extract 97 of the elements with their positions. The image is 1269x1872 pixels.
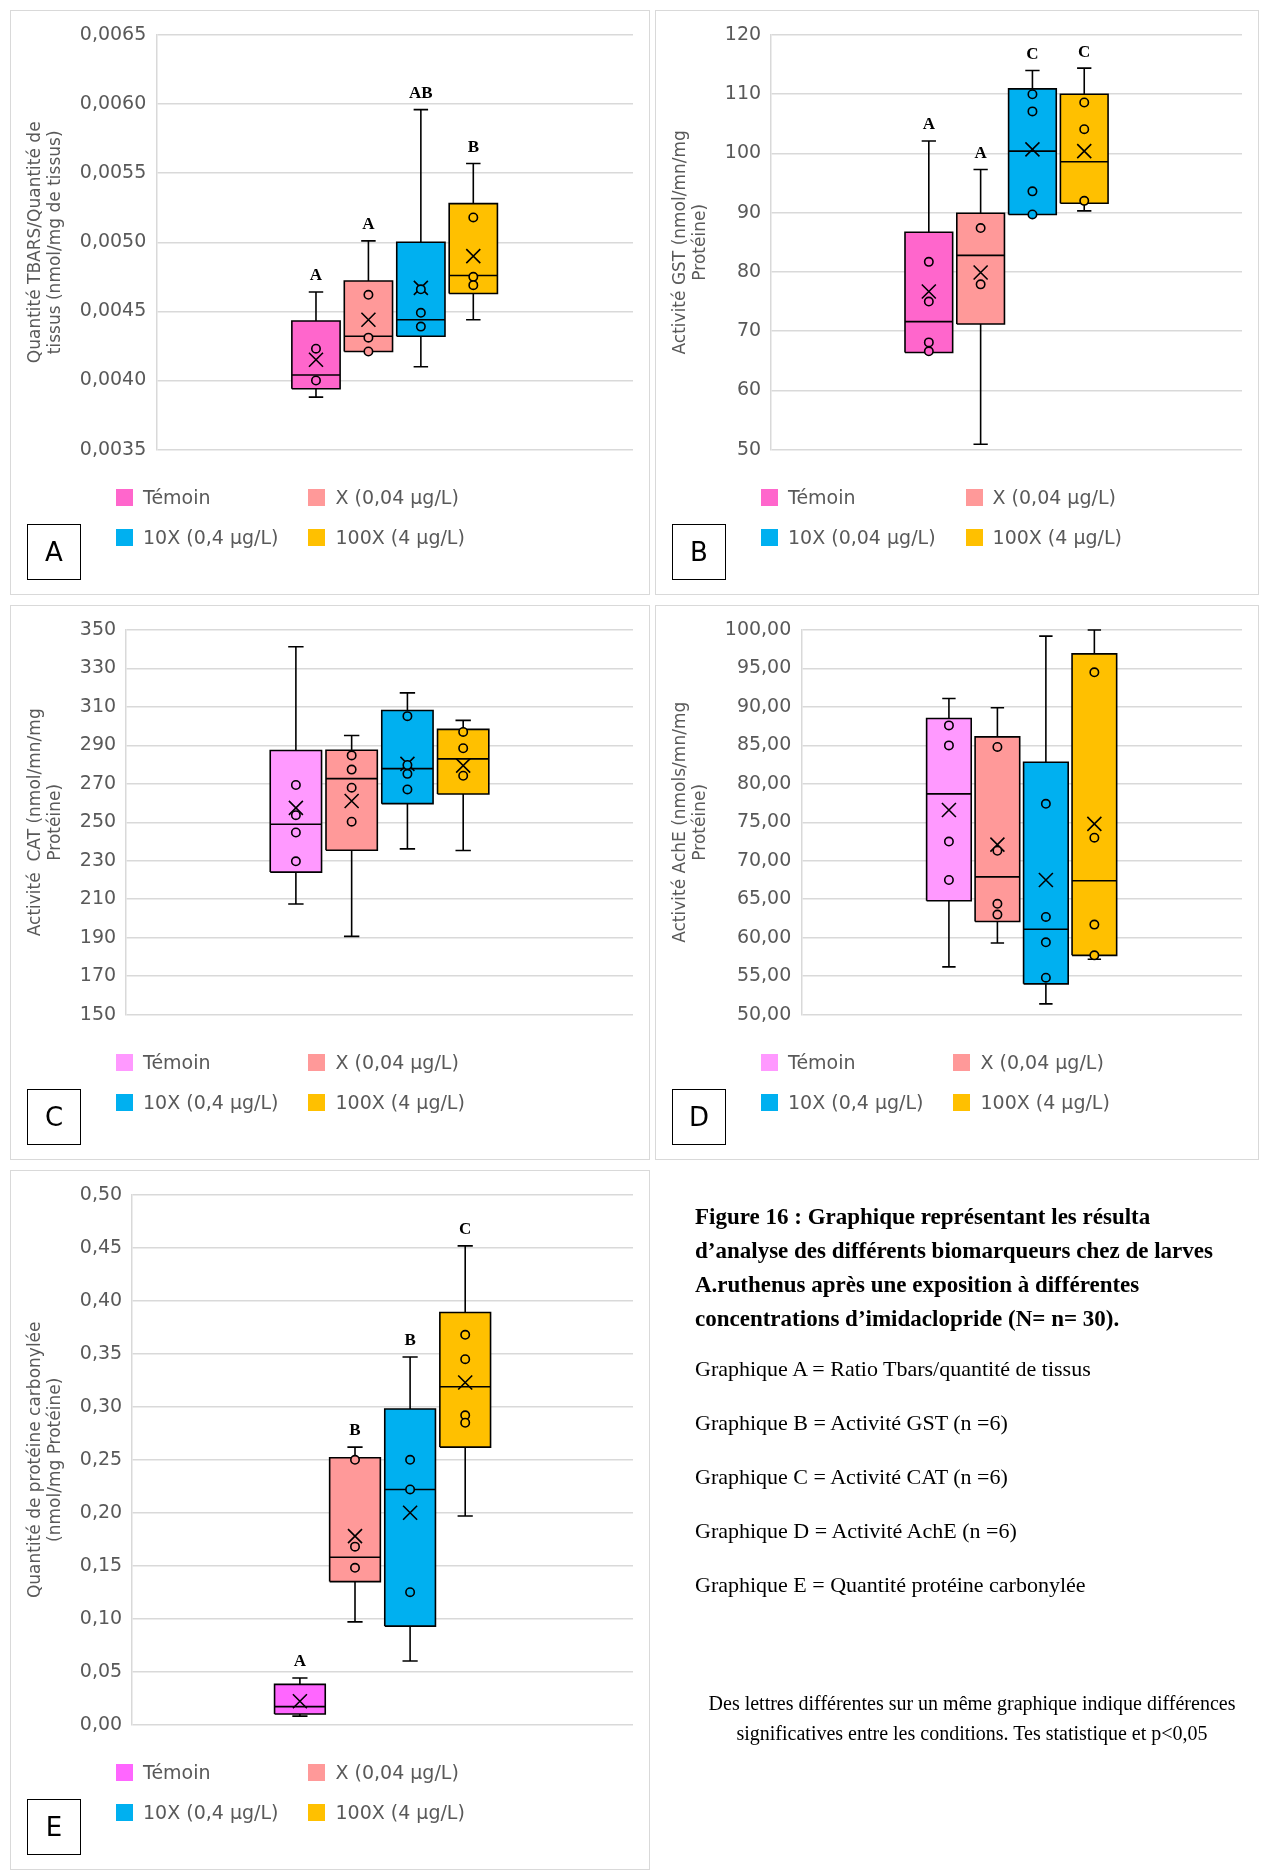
y-axis-title: Quantité de protéine carbonylée (nmol/mg Protéine) (23, 1321, 65, 1599)
annotation: A (362, 214, 376, 234)
y-tick-label: 0,0060 (79, 91, 147, 114)
y-tick-label: 0,0045 (79, 298, 147, 321)
text: C (27, 1089, 81, 1145)
y-tick-label: 100 (724, 140, 762, 163)
legend-label: Témoin (788, 1051, 856, 1073)
y-tick-label: 120 (724, 21, 762, 44)
y-tick-label: 0,15 (79, 1552, 123, 1575)
y-tick-label: 60,00 (736, 924, 792, 947)
annotation: B (404, 1330, 416, 1350)
legend-label: 100X (4 µg/L) (335, 1091, 465, 1113)
y-tick-label: 0,25 (79, 1446, 123, 1469)
y-tick-label: 0,00 (79, 1711, 123, 1734)
legend-label: 100X (4 µg/L) (335, 1801, 465, 1823)
legend-label: 100X (4 µg/L) (980, 1091, 1110, 1113)
legend-label: 100X (4 µg/L) (992, 526, 1122, 548)
annotation: A (293, 1651, 307, 1671)
y-tick-label: 0,0040 (79, 367, 147, 390)
text: E (27, 1799, 81, 1855)
y-tick-label: 330 (79, 655, 117, 678)
legend-label: Témoin (143, 1761, 211, 1783)
annotation: AB (409, 83, 433, 103)
y-tick-label: 0,0065 (79, 21, 147, 44)
legend-label: X (0,04 µg/L) (992, 486, 1116, 508)
y-tick-label: 75,00 (736, 809, 792, 832)
y-tick-label: 310 (79, 693, 117, 716)
text: Graphique D = Activité AchE (n =6) (695, 1518, 1018, 1544)
y-tick-label: 0,45 (79, 1234, 123, 1257)
legend-label: Témoin (143, 1051, 211, 1073)
y-axis-title: Activité AchE (nmols/mn/mg Protéine) (668, 701, 710, 943)
y-tick-label: 60 (736, 377, 762, 400)
annotation: C (459, 1219, 472, 1239)
y-tick-label: 150 (79, 1001, 117, 1024)
y-tick-label: 0,20 (79, 1499, 123, 1522)
y-tick-label: 80,00 (736, 770, 792, 793)
text: D (672, 1089, 726, 1145)
text: Graphique A = Ratio Tbars/quantité de tissus (695, 1356, 1092, 1382)
y-tick-label: 290 (79, 732, 117, 755)
annotation: A (309, 265, 323, 285)
y-tick-label: 110 (724, 81, 762, 104)
text: Des lettres différentes sur un même graphique indique différences significatives entre les conditions. Tes statistique et p<0,05 (707, 1691, 1237, 1747)
annotation: C (1078, 41, 1091, 61)
text: Graphique C = Activité CAT (n =6) (695, 1464, 1009, 1490)
annotation: A (922, 114, 936, 134)
text: B (672, 524, 726, 580)
y-axis-title: Activité CAT (nmol/mn/mg Protéine) (23, 708, 65, 937)
legend-label: 10X (0,4 µg/L) (143, 526, 279, 548)
annotation: C (1026, 43, 1039, 63)
y-tick-label: 90 (736, 199, 762, 222)
y-tick-label: 55,00 (736, 963, 792, 986)
y-tick-label: 350 (79, 616, 117, 639)
y-tick-label: 65,00 (736, 886, 792, 909)
legend-label: X (0,04 µg/L) (335, 486, 459, 508)
annotation: A (974, 142, 988, 162)
text: Figure 16 : Graphique représentant les résulta d’analyse des différents biomarqueurs chez de larves A.ruthenus après une exposition à différentes concentrations d’imidaclopride (N= n= 30). (695, 1203, 1214, 1333)
y-tick-label: 0,35 (79, 1340, 123, 1363)
y-tick-label: 190 (79, 924, 117, 947)
y-tick-label: 210 (79, 886, 117, 909)
text: Graphique E = Quantité protéine carbonylée (695, 1572, 1087, 1598)
legend-label: 10X (0,4 µg/L) (143, 1091, 279, 1113)
annotation: B (467, 136, 479, 156)
y-tick-label: 250 (79, 809, 117, 832)
annotation: B (349, 1420, 361, 1440)
legend-label: 10X (0,4 µg/L) (788, 1091, 924, 1113)
y-tick-label: 0,40 (79, 1287, 123, 1310)
y-tick-label: 0,30 (79, 1393, 123, 1416)
y-tick-label: 170 (79, 963, 117, 986)
y-tick-label: 0,50 (79, 1181, 123, 1204)
y-tick-label: 0,05 (79, 1658, 123, 1681)
y-tick-label: 95,00 (736, 655, 792, 678)
y-axis-title: Activité GST (nmol/mn/mg Protéine) (668, 130, 710, 355)
y-tick-label: 85,00 (736, 732, 792, 755)
y-tick-label: 0,0050 (79, 229, 147, 252)
legend-label: 10X (0,04 µg/L) (788, 526, 936, 548)
text: A (27, 524, 81, 580)
legend-label: Témoin (788, 486, 856, 508)
y-axis-title: Quantité TBARS/Quantité de tissus (nmol/mg de tissus) (23, 121, 65, 364)
y-tick-label: 0,0035 (79, 436, 147, 459)
y-tick-label: 70,00 (736, 847, 792, 870)
legend-label: 100X (4 µg/L) (335, 526, 465, 548)
legend-label: X (0,04 µg/L) (335, 1761, 459, 1783)
legend-label: X (0,04 µg/L) (335, 1051, 459, 1073)
y-tick-label: 70 (736, 318, 762, 341)
y-tick-label: 270 (79, 770, 117, 793)
y-tick-label: 0,0055 (79, 160, 147, 183)
y-tick-label: 50 (736, 436, 762, 459)
legend-label: Témoin (143, 486, 211, 508)
text: Graphique B = Activité GST (n =6) (695, 1410, 1009, 1436)
y-tick-label: 90,00 (736, 693, 792, 716)
y-tick-label: 80 (736, 258, 762, 281)
legend-label: X (0,04 µg/L) (980, 1051, 1104, 1073)
y-tick-label: 100,00 (724, 616, 792, 639)
legend-label: 10X (0,4 µg/L) (143, 1801, 279, 1823)
y-tick-label: 0,10 (79, 1605, 123, 1628)
y-tick-label: 50,00 (736, 1001, 792, 1024)
y-tick-label: 230 (79, 847, 117, 870)
